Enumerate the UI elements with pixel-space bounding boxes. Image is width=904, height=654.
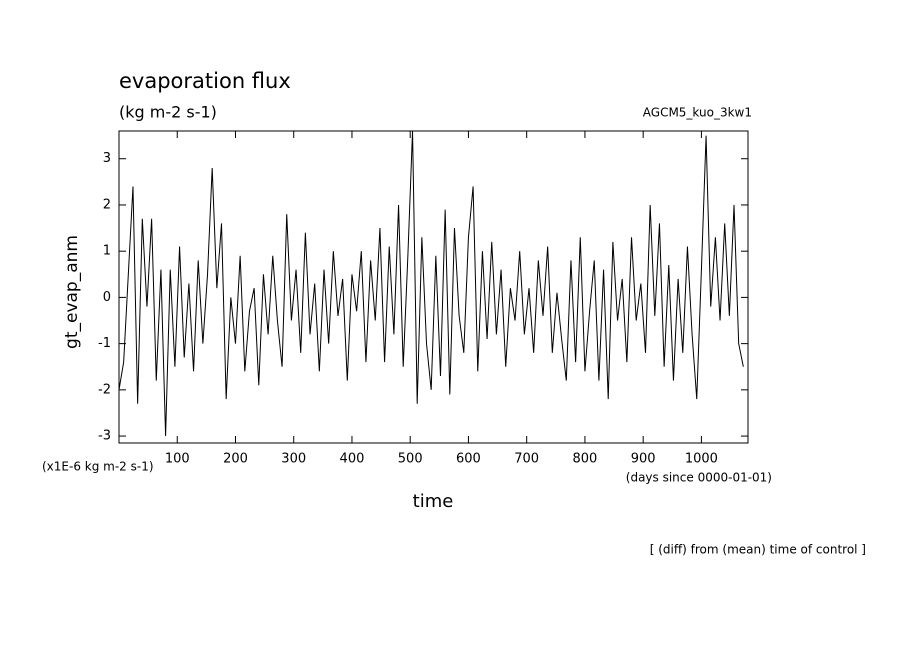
y-tick-label: 1 — [103, 244, 111, 259]
subtitle: (kg m-2 s-1) — [119, 103, 217, 122]
y-tick-label: -3 — [98, 429, 111, 444]
x-tick-label: 200 — [223, 452, 248, 467]
plot-frame — [118, 130, 749, 444]
x-tick-label: 700 — [514, 452, 539, 467]
x-tick-label: 300 — [281, 452, 306, 467]
x-tick-label: 1000 — [685, 452, 718, 467]
y-tick-label: 3 — [103, 151, 111, 166]
x-tick-label: 500 — [398, 452, 423, 467]
x-tick-label: 900 — [631, 452, 656, 467]
y-tick-label: -2 — [98, 382, 111, 397]
x-tick-label: 100 — [165, 452, 190, 467]
x-tick-label: 400 — [340, 452, 365, 467]
x-tick-label: 800 — [573, 452, 598, 467]
x-axis-label: time — [413, 491, 454, 512]
y-tick-label: 0 — [103, 290, 111, 305]
y-axis-label: gt_evap_anm — [62, 235, 82, 349]
data-line — [118, 130, 744, 437]
x-units: (days since 0000-01-01) — [626, 471, 772, 485]
x-tick-label: 600 — [456, 452, 481, 467]
y-tick-label: 2 — [103, 197, 111, 212]
chart-title: evaporation flux — [119, 69, 291, 93]
note: [ (diff) from (mean) time of control ] — [650, 543, 866, 557]
y-units: (x1E-6 kg m-2 s-1) — [42, 460, 154, 474]
y-tick-label: -1 — [98, 336, 111, 351]
experiment-label: AGCM5_kuo_3kw1 — [643, 106, 752, 120]
